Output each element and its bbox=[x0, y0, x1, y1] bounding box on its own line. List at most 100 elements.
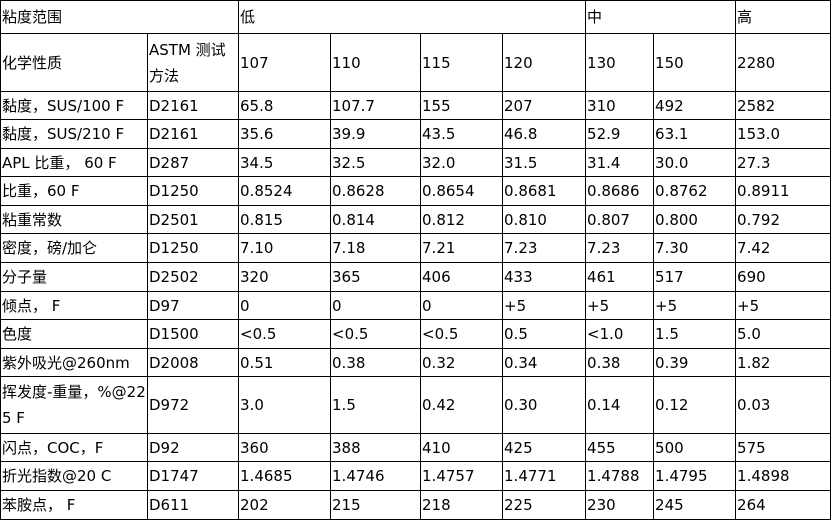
value-cell: 27.3 bbox=[735, 148, 832, 177]
property-cell: 密度，磅/加仑 bbox=[0, 233, 148, 263]
table-row: 粘度范围低中高 bbox=[0, 0, 832, 34]
column-header: ASTM 测试方法 bbox=[146, 33, 240, 92]
value-cell: 5.0 bbox=[735, 319, 832, 349]
property-cell: 黏度，SUS/100 F bbox=[0, 91, 148, 120]
table-row: APL 比重， 60 F D287 34.5 32.5 32.0 31.5 31.4 30.0… bbox=[0, 148, 832, 177]
column-header: 120 bbox=[502, 33, 587, 92]
value-cell: +5 bbox=[502, 291, 587, 320]
value-cell: 0.30 bbox=[502, 376, 587, 434]
table-row: 倾点， F D97 0 0 0 +5 +5 +5 +5 bbox=[0, 291, 832, 320]
value-cell: 360 bbox=[238, 433, 332, 462]
method-cell: D1250 bbox=[146, 176, 240, 206]
value-cell: 107.7 bbox=[330, 91, 422, 120]
table-row: 黏度，SUS/100 F D2161 65.8 107.7 155 207 310 492 25… bbox=[0, 91, 832, 120]
value-cell: 31.4 bbox=[585, 148, 655, 177]
value-cell: <0.5 bbox=[420, 319, 504, 349]
value-cell: 52.9 bbox=[585, 119, 655, 149]
value-cell: 7.23 bbox=[502, 233, 587, 263]
value-cell: 433 bbox=[502, 262, 587, 292]
property-cell: 分子量 bbox=[0, 262, 148, 292]
value-cell: 1.4757 bbox=[420, 461, 504, 491]
value-cell: 1.4788 bbox=[585, 461, 655, 491]
value-cell: 0.8681 bbox=[502, 176, 587, 206]
property-cell: 紫外吸光@260nm bbox=[0, 348, 148, 377]
column-header: 150 bbox=[653, 33, 737, 92]
method-cell: D1747 bbox=[146, 461, 240, 491]
value-cell: +5 bbox=[653, 291, 737, 320]
value-cell: 500 bbox=[653, 433, 737, 462]
value-cell: +5 bbox=[585, 291, 655, 320]
table-row: 紫外吸光@260nm D2008 0.51 0.38 0.32 0.34 0.38 0.39 1… bbox=[0, 348, 832, 377]
value-cell: 310 bbox=[585, 91, 655, 120]
column-header: 107 bbox=[238, 33, 332, 92]
column-header: 130 bbox=[585, 33, 655, 92]
value-cell: 0.14 bbox=[585, 376, 655, 434]
value-cell: 155 bbox=[420, 91, 504, 120]
method-cell: D2161 bbox=[146, 119, 240, 149]
table-row: 化学性质 ASTM 测试方法 107 110 115 120 130 150 2280 bbox=[0, 33, 832, 92]
value-cell: 0.38 bbox=[585, 348, 655, 377]
table-row: 密度，磅/加仑 D1250 7.10 7.18 7.21 7.23 7.23 7.30 7.42 bbox=[0, 233, 832, 263]
value-cell: 202 bbox=[238, 490, 332, 520]
value-cell: 0.812 bbox=[420, 205, 504, 234]
value-cell: 215 bbox=[330, 490, 422, 520]
value-cell: 1.4685 bbox=[238, 461, 332, 491]
value-cell: 1.5 bbox=[330, 376, 422, 434]
property-cell: 折光指数@20 C bbox=[0, 461, 148, 491]
method-cell: D2502 bbox=[146, 262, 240, 292]
method-cell: D92 bbox=[146, 433, 240, 462]
property-cell: 粘重常数 bbox=[0, 205, 148, 234]
table-row: 苯胺点， F D611 202 215 218 225 230 245 264 bbox=[0, 490, 832, 520]
value-cell: 39.9 bbox=[330, 119, 422, 149]
value-cell: 46.8 bbox=[502, 119, 587, 149]
value-cell: 0.42 bbox=[420, 376, 504, 434]
value-cell: 406 bbox=[420, 262, 504, 292]
value-cell: 34.5 bbox=[238, 148, 332, 177]
column-header: 115 bbox=[420, 33, 504, 92]
property-cell: 黏度，SUS/210 F bbox=[0, 119, 148, 149]
value-cell: 43.5 bbox=[420, 119, 504, 149]
method-cell: D972 bbox=[146, 376, 240, 434]
value-cell: 7.23 bbox=[585, 233, 655, 263]
value-cell: 0 bbox=[330, 291, 422, 320]
value-cell: 492 bbox=[653, 91, 737, 120]
value-cell: 690 bbox=[735, 262, 832, 292]
property-cell: 闪点，COC，F bbox=[0, 433, 148, 462]
value-cell: 7.18 bbox=[330, 233, 422, 263]
table-row: 黏度，SUS/210 F D2161 35.6 39.9 43.5 46.8 52.9 63.… bbox=[0, 119, 832, 149]
value-cell: 455 bbox=[585, 433, 655, 462]
value-cell: 388 bbox=[330, 433, 422, 462]
value-cell: 30.0 bbox=[653, 148, 737, 177]
property-cell: APL 比重， 60 F bbox=[0, 148, 148, 177]
value-cell: 0.03 bbox=[735, 376, 832, 434]
method-cell: D2008 bbox=[146, 348, 240, 377]
value-cell: 1.4746 bbox=[330, 461, 422, 491]
value-cell: 575 bbox=[735, 433, 832, 462]
value-cell: 225 bbox=[502, 490, 587, 520]
value-cell: 517 bbox=[653, 262, 737, 292]
table-row: 闪点，COC，F D92 360 388 410 425 455 500 575 bbox=[0, 433, 832, 462]
table-row: 粘重常数 D2501 0.815 0.814 0.812 0.810 0.807 0.800 0… bbox=[0, 205, 832, 234]
value-cell: 65.8 bbox=[238, 91, 332, 120]
value-cell: 0.8686 bbox=[585, 176, 655, 206]
value-cell: 3.0 bbox=[238, 376, 332, 434]
value-cell: +5 bbox=[735, 291, 832, 320]
value-cell: 0.34 bbox=[502, 348, 587, 377]
value-cell: 1.4771 bbox=[502, 461, 587, 491]
value-cell: 7.21 bbox=[420, 233, 504, 263]
method-cell: D2501 bbox=[146, 205, 240, 234]
header-cell: 高 bbox=[735, 0, 832, 34]
value-cell: 0.8628 bbox=[330, 176, 422, 206]
method-cell: D611 bbox=[146, 490, 240, 520]
value-cell: 0.815 bbox=[238, 205, 332, 234]
value-cell: 0.38 bbox=[330, 348, 422, 377]
value-cell: 218 bbox=[420, 490, 504, 520]
value-cell: 0 bbox=[420, 291, 504, 320]
value-cell: 0.814 bbox=[330, 205, 422, 234]
value-cell: 0 bbox=[238, 291, 332, 320]
property-cell: 倾点， F bbox=[0, 291, 148, 320]
value-cell: <1.0 bbox=[585, 319, 655, 349]
column-header: 110 bbox=[330, 33, 422, 92]
header-cell: 粘度范围 bbox=[0, 0, 240, 34]
